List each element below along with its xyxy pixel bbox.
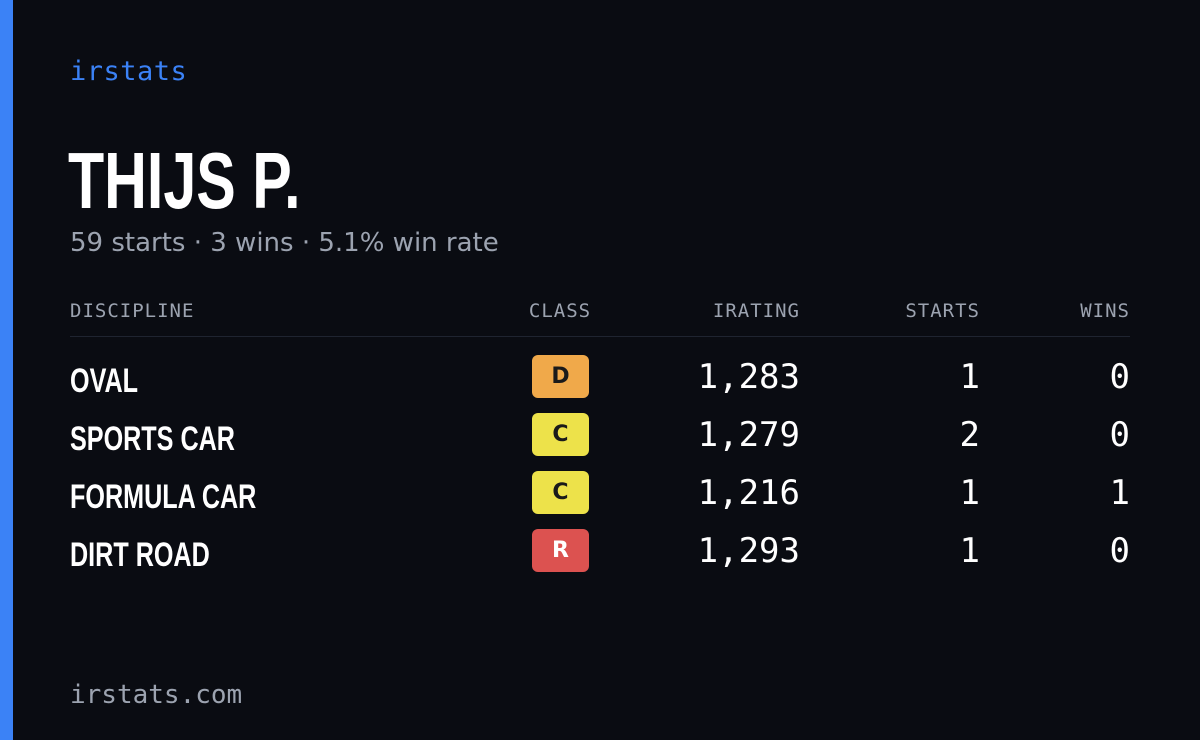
starts-value: 1: [959, 531, 980, 571]
wins-value: 0: [1109, 531, 1130, 571]
header-irating: IRATING: [712, 300, 800, 322]
header-discipline: DISCIPLINE: [70, 300, 195, 322]
accent-bar: [0, 0, 13, 740]
class-badge: C: [532, 413, 589, 456]
table-row: FORMULA CAR C 1,216 1 1: [70, 453, 1130, 516]
driver-name: THIJS P.: [68, 136, 301, 225]
table-row: SPORTS CAR C 1,279 2 0: [70, 395, 1130, 458]
driver-summary: 59 starts · 3 wins · 5.1% win rate: [70, 228, 499, 258]
discipline-name: OVAL: [70, 362, 139, 400]
footer-domain[interactable]: irstats.com: [70, 680, 243, 710]
discipline-name: FORMULA CAR: [70, 478, 257, 516]
table-row: OVAL D 1,283 1 0: [70, 337, 1130, 400]
class-badge: R: [532, 529, 589, 572]
brand-logo: irstats: [70, 56, 188, 87]
irating-value: 1,279: [697, 415, 800, 455]
discipline-name: SPORTS CAR: [70, 420, 235, 458]
irating-value: 1,293: [697, 531, 800, 571]
wins-value: 0: [1109, 357, 1130, 397]
wins-value: 0: [1109, 415, 1130, 455]
starts-value: 2: [959, 415, 980, 455]
irating-value: 1,216: [697, 473, 800, 513]
starts-value: 1: [959, 357, 980, 397]
discipline-table: DISCIPLINE CLASS IRATING STARTS WINS OVA…: [70, 300, 1130, 574]
discipline-name: DIRT ROAD: [70, 536, 210, 574]
starts-value: 1: [959, 473, 980, 513]
table-header: DISCIPLINE CLASS IRATING STARTS WINS: [70, 300, 1130, 337]
table-row: DIRT ROAD R 1,293 1 0: [70, 511, 1130, 574]
class-badge: C: [532, 471, 589, 514]
header-class: CLASS: [528, 300, 592, 322]
wins-value: 1: [1109, 473, 1130, 513]
irating-value: 1,283: [697, 357, 800, 397]
header-starts: STARTS: [905, 300, 980, 322]
header-wins: WINS: [1080, 300, 1130, 322]
class-badge: D: [532, 355, 589, 398]
